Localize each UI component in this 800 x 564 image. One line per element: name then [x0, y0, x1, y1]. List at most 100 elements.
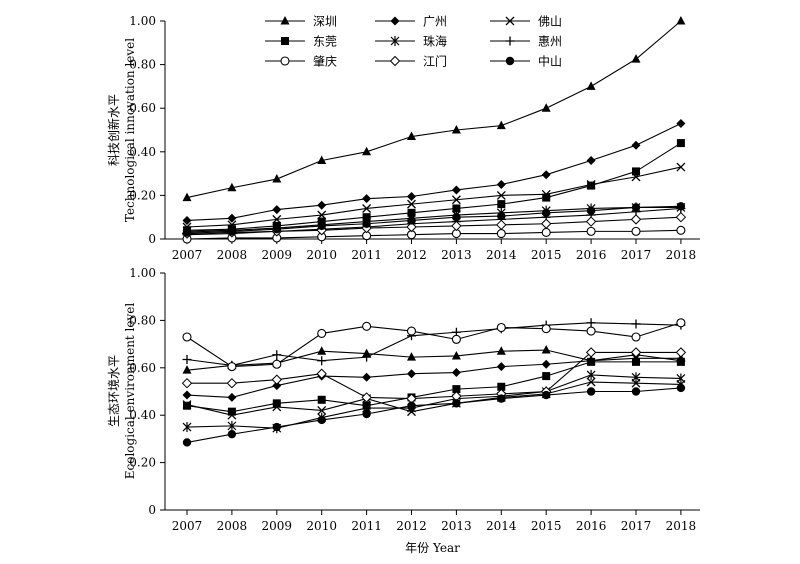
data-point — [676, 118, 686, 128]
data-point — [182, 438, 192, 447]
chart-panel-2: 0 0.20 0.40 0.60 0.80 1.00 2007 2008 2009 2010 201… — [106, 266, 700, 555]
x-tick-label: 2009 — [262, 248, 293, 262]
data-point — [542, 208, 551, 218]
legend-marker — [505, 36, 515, 46]
data-point — [362, 321, 372, 331]
legend-marker — [505, 16, 515, 26]
data-point — [631, 54, 641, 63]
data-point — [630, 347, 642, 358]
data-point — [541, 227, 551, 238]
data-point — [407, 216, 416, 225]
data-point — [183, 401, 191, 410]
data-point — [676, 139, 685, 148]
legend-item: 深圳 — [265, 15, 337, 29]
chart-panel-1: 0 0.20 0.40 0.60 0.80 1.00 2007 2008 2009 2010 201… — [106, 14, 700, 262]
legend-label: 佛山 — [538, 15, 562, 29]
data-point — [406, 326, 417, 336]
legend-label: 惠州 — [538, 35, 562, 49]
data-point — [676, 383, 686, 393]
data-point — [272, 174, 282, 183]
data-point — [227, 362, 237, 372]
data-point — [362, 352, 372, 362]
data-point — [317, 328, 327, 338]
data-point — [182, 355, 192, 365]
x-tick-label: 2008 — [217, 519, 248, 533]
data-point — [542, 372, 551, 381]
x-tick-label: 2014 — [486, 519, 517, 533]
series-line — [187, 351, 681, 400]
y-tick-label: 0.20 — [129, 456, 156, 470]
legend-marker — [280, 56, 290, 66]
y-tick-label: 0.40 — [129, 408, 156, 422]
data-point — [272, 350, 282, 360]
x-axis-title: 年份 Year — [405, 541, 460, 555]
data-point — [451, 220, 462, 232]
data-point — [631, 387, 641, 396]
data-point — [227, 392, 237, 402]
x-tick-label: 2010 — [306, 248, 337, 262]
series-line — [186, 205, 681, 234]
legend-marker — [280, 16, 290, 25]
data-point — [317, 155, 327, 165]
legend-item: 佛山 — [490, 15, 562, 29]
data-point — [406, 221, 417, 233]
series-9 — [182, 383, 686, 447]
legend-label: 珠海 — [423, 34, 447, 49]
y-tick-label: 0.80 — [129, 313, 156, 327]
data-point — [452, 213, 461, 222]
x-tick-label: 2014 — [486, 248, 517, 262]
data-point — [227, 182, 237, 192]
legend-item: 中山 — [490, 54, 562, 69]
data-point — [182, 228, 192, 237]
data-point — [497, 200, 506, 209]
x-tick-label: 2007 — [172, 248, 203, 262]
data-point — [676, 357, 685, 366]
data-point — [272, 381, 282, 391]
data-point — [586, 81, 596, 90]
data-point — [542, 193, 551, 202]
data-point — [451, 185, 461, 195]
series-5 — [182, 369, 686, 434]
data-point — [496, 120, 506, 130]
data-point — [451, 334, 461, 344]
data-point — [317, 406, 327, 415]
data-point — [586, 318, 596, 328]
data-point — [496, 190, 506, 200]
series-line — [186, 361, 681, 413]
data-point — [272, 399, 281, 408]
data-point — [676, 202, 686, 211]
series-line — [186, 322, 682, 368]
data-point — [317, 415, 326, 425]
x-tick-label: 2015 — [531, 519, 562, 533]
data-point — [407, 401, 416, 410]
series-line — [186, 142, 682, 231]
y-tick-label: 0 — [148, 503, 156, 517]
series-9 — [182, 202, 686, 237]
data-point — [586, 387, 596, 396]
data-point — [632, 357, 640, 366]
x-tick-label: 2012 — [396, 248, 427, 262]
series-line — [186, 354, 681, 398]
data-point — [586, 156, 596, 166]
data-point — [586, 326, 596, 336]
data-point — [227, 420, 237, 431]
y-axis-label-cn: 生态环境水平 — [106, 355, 121, 427]
legend-marker — [390, 36, 400, 46]
legend-label: 肇庆 — [313, 54, 337, 69]
data-point — [676, 373, 686, 384]
data-point — [226, 377, 238, 389]
data-point — [496, 346, 506, 355]
legend-label: 广州 — [423, 15, 447, 29]
data-point — [362, 219, 371, 228]
x-tick-label: 2013 — [441, 248, 472, 262]
data-point — [631, 140, 641, 150]
data-point — [631, 226, 641, 236]
data-point — [182, 365, 192, 374]
data-point — [496, 180, 506, 189]
data-point — [541, 324, 551, 334]
y-axis-label-cn: 科技创新水平 — [106, 94, 121, 166]
y-tick-label: 0 — [148, 232, 156, 246]
data-point — [676, 225, 686, 235]
legend-item: 惠州 — [490, 35, 562, 49]
data-point — [271, 374, 283, 385]
